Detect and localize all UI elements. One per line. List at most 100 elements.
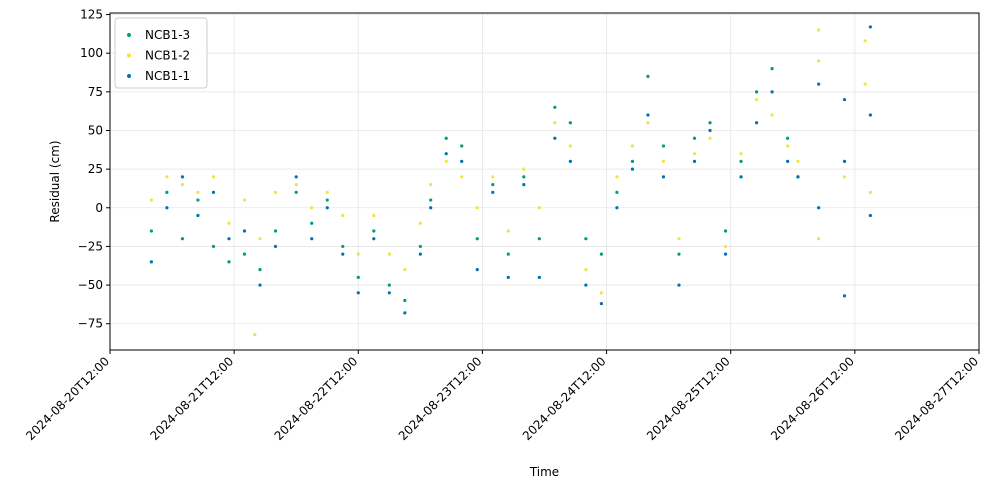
y-tick-label: −50 — [78, 278, 103, 292]
x-tick-label: 2024-08-21T12:00 — [147, 354, 236, 443]
data-point — [372, 229, 376, 233]
data-point — [491, 175, 495, 179]
data-point — [868, 213, 872, 218]
data-point — [754, 97, 759, 102]
data-point — [692, 136, 697, 140]
data-point — [817, 59, 821, 63]
data-point — [506, 252, 510, 256]
data-point — [196, 198, 200, 202]
data-point — [341, 252, 345, 256]
data-point — [615, 175, 619, 179]
data-point — [786, 136, 790, 140]
data-point — [227, 221, 231, 225]
data-point — [372, 213, 376, 218]
data-point — [817, 237, 821, 241]
data-point — [491, 182, 495, 187]
data-point — [842, 294, 847, 298]
legend-label: NCB1-2 — [145, 49, 190, 63]
data-point — [242, 229, 247, 233]
data-point — [537, 237, 541, 241]
data-point — [692, 159, 697, 164]
data-point — [242, 252, 247, 256]
data-point — [817, 206, 821, 210]
data-point — [599, 252, 603, 256]
data-point — [615, 206, 619, 210]
data-point — [242, 198, 247, 202]
data-point — [356, 252, 360, 256]
data-point — [429, 182, 433, 187]
data-point — [211, 190, 216, 194]
data-point — [356, 291, 360, 295]
data-point — [444, 152, 448, 156]
data-point — [842, 159, 847, 164]
y-tick-label: 25 — [88, 162, 103, 176]
data-point — [817, 82, 821, 86]
legend-label: NCB1-1 — [145, 69, 190, 83]
data-point — [403, 311, 407, 315]
data-point — [506, 229, 510, 233]
legend-marker — [127, 33, 131, 37]
data-point — [341, 244, 345, 249]
data-point — [553, 121, 557, 125]
data-point — [460, 144, 464, 148]
data-point — [418, 252, 422, 256]
data-point — [661, 175, 666, 179]
data-point — [646, 113, 650, 117]
data-point — [537, 275, 541, 279]
data-point — [770, 67, 774, 71]
legend-frame — [114, 17, 208, 89]
data-point — [180, 237, 185, 241]
data-point — [770, 113, 774, 117]
y-tick-label: 0 — [95, 201, 103, 215]
data-point — [165, 175, 169, 179]
data-point — [677, 283, 681, 287]
data-point — [325, 206, 329, 210]
data-point — [842, 97, 847, 102]
y-axis-title: Residual (cm) — [48, 140, 62, 222]
data-point — [863, 82, 867, 86]
data-point — [149, 198, 153, 202]
x-tick-label: 2024-08-27T12:00 — [892, 354, 981, 443]
data-point — [310, 237, 314, 241]
data-point — [258, 237, 262, 241]
data-point — [796, 175, 800, 179]
data-point — [356, 275, 360, 279]
legend: NCB1-3 NCB1-2 NCB1-1 — [114, 17, 208, 89]
data-point — [491, 190, 495, 194]
data-point — [692, 152, 697, 156]
series-NCB1-3 — [149, 67, 800, 303]
data-point — [310, 206, 314, 210]
data-point — [196, 190, 200, 194]
y-axis: −75 −50 −25 0 25 50 75 100 125 — [78, 8, 110, 331]
data-point — [418, 221, 422, 225]
data-point — [253, 332, 257, 337]
data-point — [677, 252, 681, 256]
y-tick-label: 50 — [88, 123, 103, 137]
x-axis-title: Time — [529, 465, 559, 479]
data-point — [180, 182, 185, 187]
data-point — [754, 121, 759, 125]
data-point — [739, 159, 743, 164]
data-point — [444, 136, 448, 140]
series-NCB1-1 — [149, 25, 872, 315]
legend-label: NCB1-3 — [145, 28, 190, 42]
data-point — [325, 190, 329, 194]
data-point — [310, 221, 314, 225]
data-point — [842, 175, 847, 179]
data-point — [646, 121, 650, 125]
data-point — [677, 237, 681, 241]
data-point — [149, 260, 153, 264]
data-point — [403, 268, 407, 272]
x-tick-label: 2024-08-24T12:00 — [520, 354, 609, 443]
data-point — [418, 244, 422, 249]
data-point — [387, 252, 391, 256]
data-point — [475, 206, 479, 210]
data-point — [211, 175, 216, 179]
data-point — [537, 206, 541, 210]
x-tick-label: 2024-08-26T12:00 — [768, 354, 857, 443]
y-tick-label: 100 — [80, 46, 103, 60]
data-point — [754, 90, 759, 94]
data-point — [273, 244, 278, 249]
y-tick-label: −25 — [78, 239, 103, 253]
data-point — [294, 182, 298, 187]
